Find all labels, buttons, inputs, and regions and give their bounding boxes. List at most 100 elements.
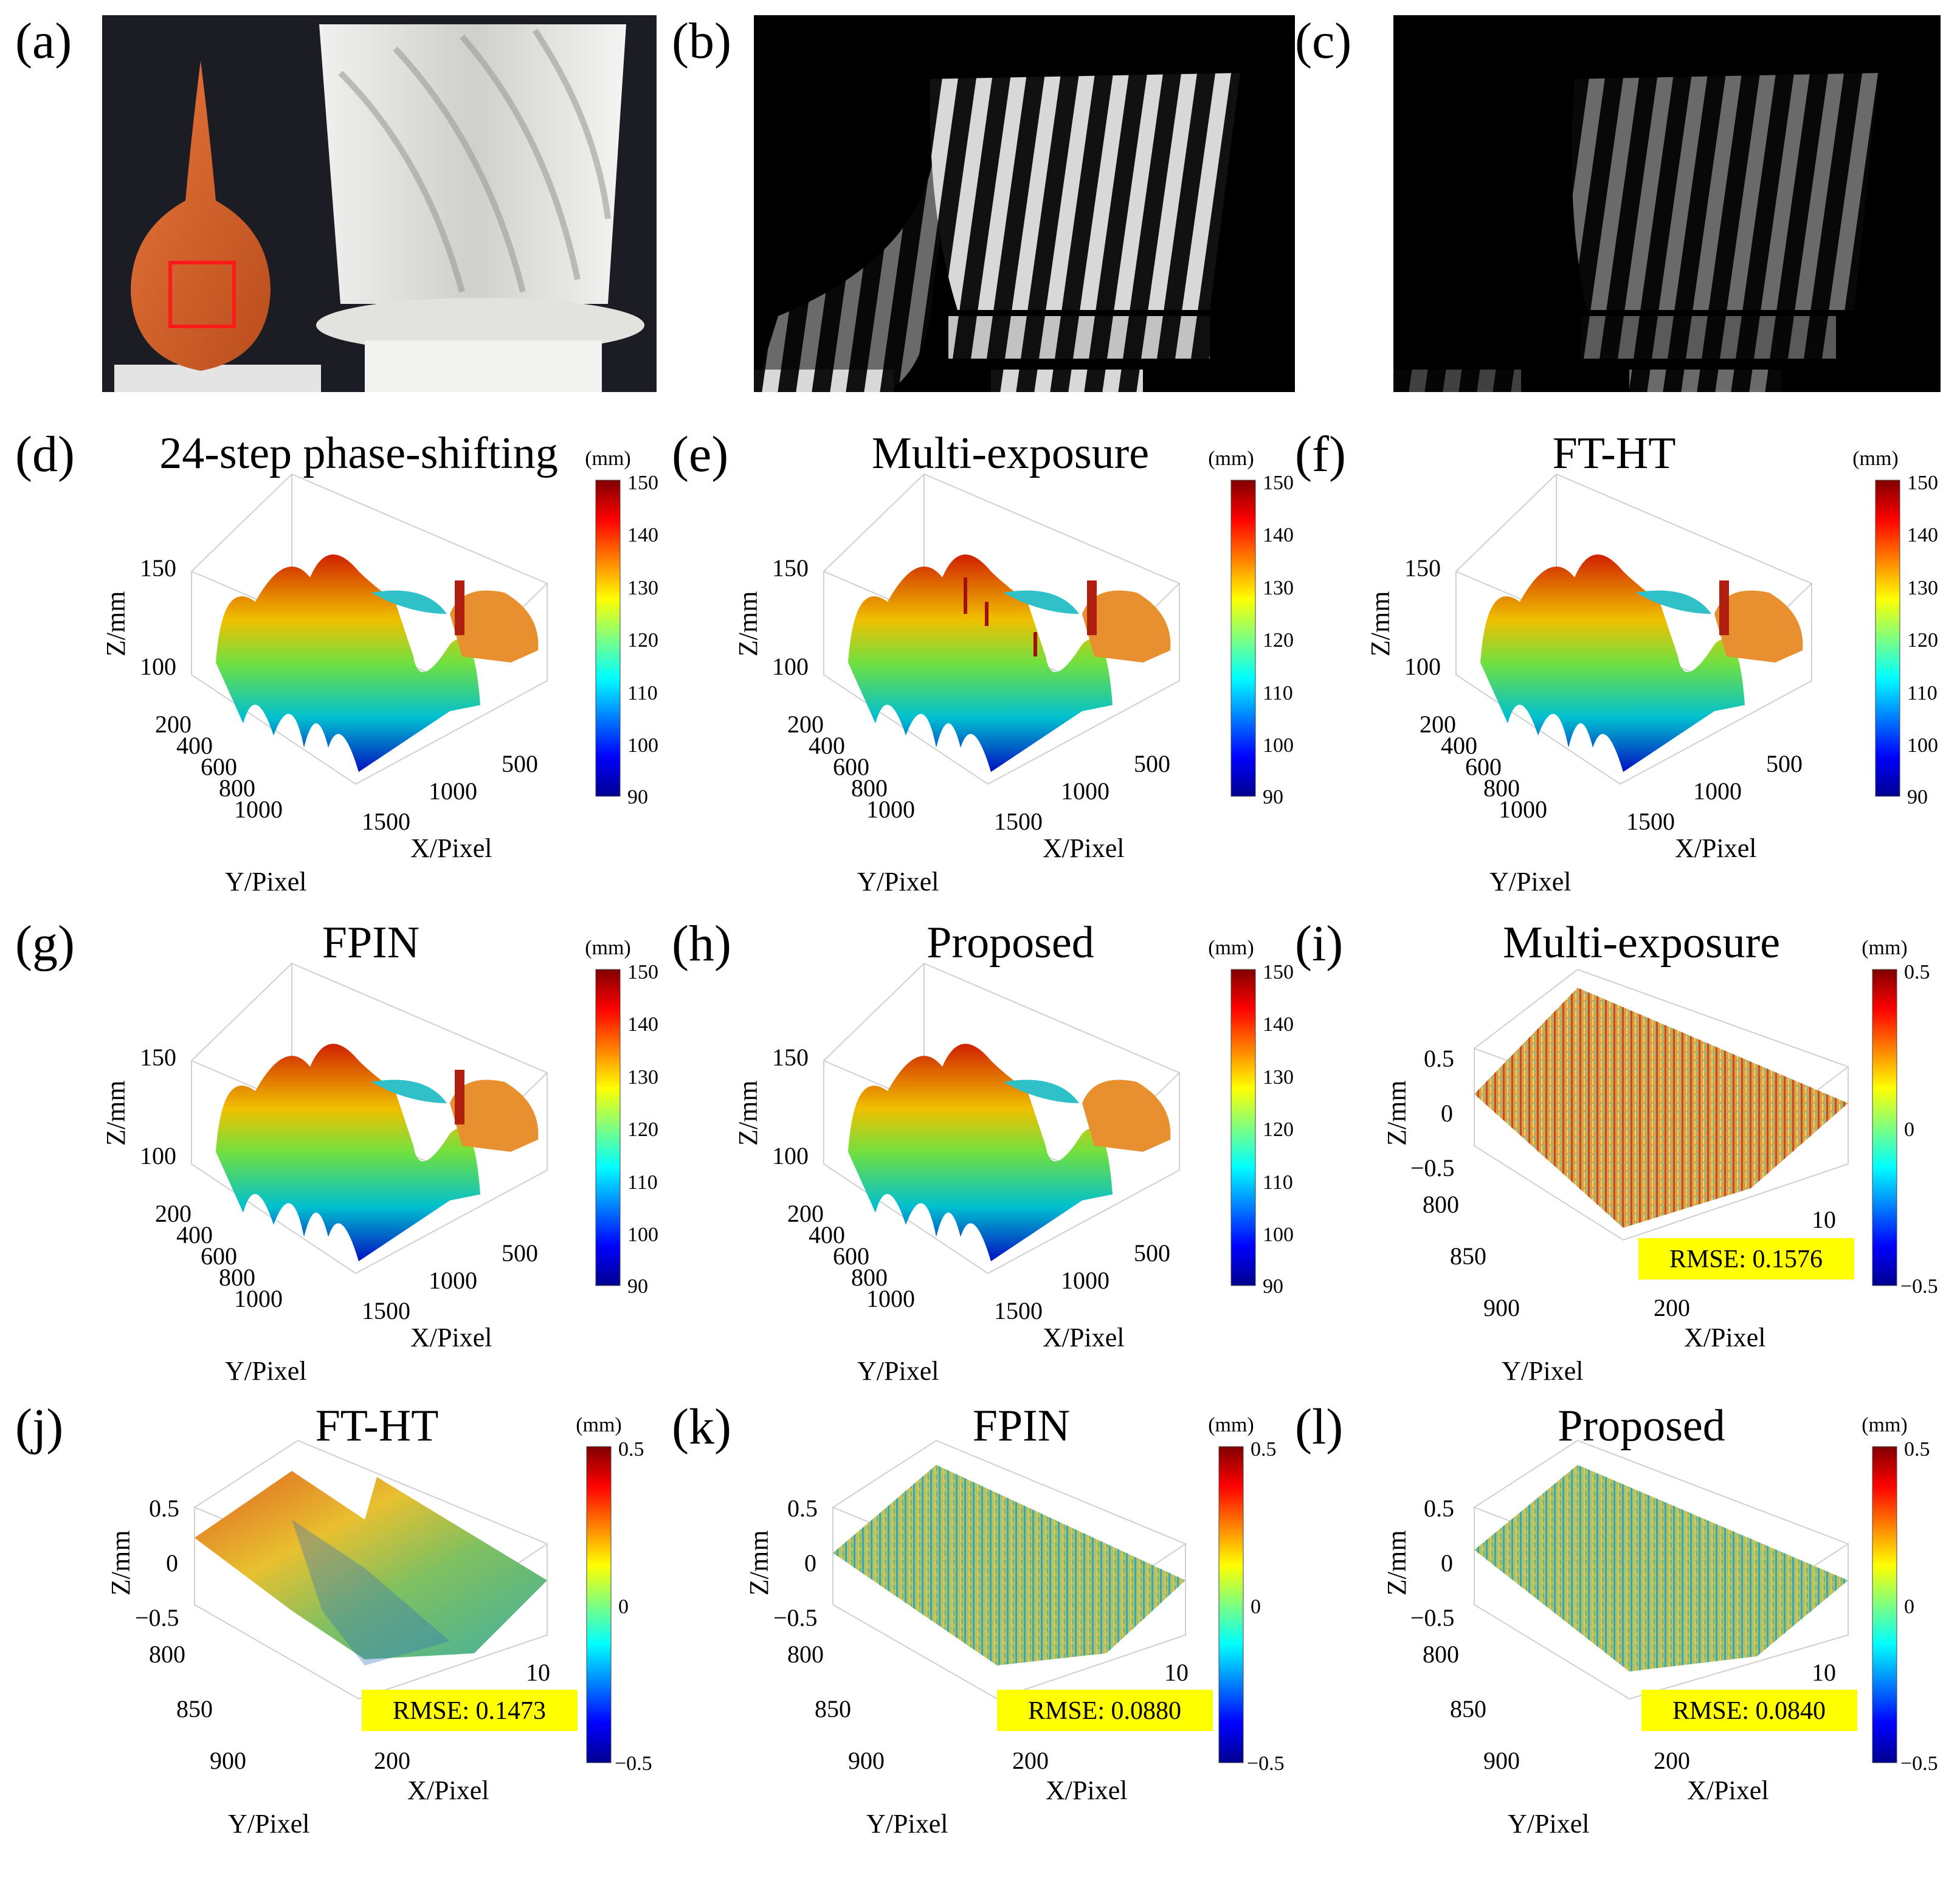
surface-plot xyxy=(1480,554,1803,772)
z-axis-label: Z/mm xyxy=(733,591,763,656)
photo-fringe-high xyxy=(754,15,1295,392)
panel-f: (f) FT-HT 150 100 Z/mm 200 400 600 800 1… xyxy=(1295,426,1938,897)
panel-g: (g) FPIN 150 100 Z/mm 200 400 600 800 10… xyxy=(15,915,658,1386)
y-tick: 800 xyxy=(851,774,888,802)
panel-title: FT-HT xyxy=(316,1401,439,1451)
svg-text:100: 100 xyxy=(627,734,658,757)
svg-text:−0.5: −0.5 xyxy=(615,1752,652,1775)
svg-text:130: 130 xyxy=(1263,577,1294,599)
surface-plot xyxy=(216,1044,539,1261)
z-tick: 0 xyxy=(166,1549,178,1577)
x-tick: 1500 xyxy=(362,1297,410,1324)
svg-text:−0.5: −0.5 xyxy=(1900,1275,1938,1298)
svg-text:(mm): (mm) xyxy=(1862,937,1908,959)
x-axis-label: X/Pixel xyxy=(1043,833,1124,863)
svg-text:(mm): (mm) xyxy=(1208,1414,1254,1436)
z-tick: 0.5 xyxy=(149,1495,179,1522)
panel-e: (e) Multi-exposure 150 100 Z/mm 200 400 … xyxy=(672,426,1294,897)
x-axis-label: X/Pixel xyxy=(1684,1323,1765,1352)
svg-text:130: 130 xyxy=(627,577,658,599)
y-axis-label: Y/Pixel xyxy=(857,1356,939,1386)
svg-text:140: 140 xyxy=(1263,524,1294,546)
colorbar: (mm) 150 140 130 120 110 100 90 xyxy=(1852,447,1938,808)
x-tick: 10 xyxy=(526,1659,550,1686)
svg-text:0.5: 0.5 xyxy=(1251,1438,1277,1461)
rmse-box: RMSE: 0.0880 xyxy=(997,1690,1213,1731)
panel-label: (d) xyxy=(15,426,75,483)
panel-title: Proposed xyxy=(1558,1401,1725,1451)
svg-text:(mm): (mm) xyxy=(585,937,631,959)
surface-plot xyxy=(216,554,539,772)
y-tick: 800 xyxy=(219,1264,255,1291)
rmse-box: RMSE: 0.1473 xyxy=(362,1690,578,1731)
svg-text:(mm): (mm) xyxy=(1862,1414,1908,1436)
z-axis-label: Z/mm xyxy=(101,591,131,656)
svg-text:0.5: 0.5 xyxy=(1904,961,1930,983)
x-tick: 500 xyxy=(1134,750,1170,777)
x-tick: 200 xyxy=(1654,1294,1690,1321)
y-tick: 600 xyxy=(1465,753,1502,780)
x-tick: 1500 xyxy=(994,1297,1043,1324)
x-tick: 200 xyxy=(1012,1747,1049,1774)
rmse-value: RMSE: 0.0880 xyxy=(1028,1697,1181,1725)
y-tick: 800 xyxy=(1483,774,1520,802)
svg-text:100: 100 xyxy=(627,1224,658,1246)
x-axis-label: X/Pixel xyxy=(410,1323,492,1352)
y-tick: 1000 xyxy=(866,1285,915,1312)
rmse-value: RMSE: 0.1576 xyxy=(1669,1245,1823,1273)
panel-title: FPIN xyxy=(973,1401,1070,1451)
x-tick: 200 xyxy=(374,1747,410,1774)
y-tick: 800 xyxy=(787,1641,824,1668)
x-tick: 1500 xyxy=(994,808,1043,835)
svg-text:130: 130 xyxy=(1263,1066,1294,1089)
svg-text:90: 90 xyxy=(1263,786,1283,808)
y-tick: 1000 xyxy=(234,1285,283,1312)
svg-text:0: 0 xyxy=(1251,1596,1261,1618)
panel-d: (d) 24-step phase-shifting 150 100 Z/mm … xyxy=(15,426,658,897)
y-tick: 400 xyxy=(1441,732,1477,759)
x-tick: 1000 xyxy=(429,777,477,805)
z-axis-label: Z/mm xyxy=(1382,1530,1412,1596)
svg-text:150: 150 xyxy=(627,961,658,983)
panel-label: (j) xyxy=(15,1399,63,1455)
x-tick: 1000 xyxy=(1061,1267,1109,1294)
x-axis-label: X/Pixel xyxy=(1043,1323,1124,1352)
surface-plot xyxy=(848,1044,1171,1261)
y-tick: 400 xyxy=(809,732,845,759)
z-tick: −0.5 xyxy=(773,1604,818,1631)
z-tick: 100 xyxy=(1404,653,1441,680)
y-axis-label: Y/Pixel xyxy=(228,1809,309,1839)
x-tick: 10 xyxy=(1164,1659,1189,1686)
y-tick: 850 xyxy=(815,1695,851,1723)
x-axis-label: X/Pixel xyxy=(407,1775,489,1805)
x-axis-label: X/Pixel xyxy=(410,833,492,863)
y-tick: 200 xyxy=(787,1200,824,1227)
svg-text:(mm): (mm) xyxy=(576,1414,622,1436)
svg-text:(mm): (mm) xyxy=(585,447,631,470)
y-axis-label: Y/Pixel xyxy=(1508,1809,1589,1839)
svg-text:90: 90 xyxy=(627,1275,648,1298)
svg-text:120: 120 xyxy=(1263,629,1294,652)
svg-text:100: 100 xyxy=(1907,734,1938,757)
x-tick: 500 xyxy=(1766,750,1803,777)
y-tick: 1000 xyxy=(866,796,915,823)
y-tick: 200 xyxy=(155,711,192,738)
svg-text:120: 120 xyxy=(627,629,658,652)
panel-j: (j) FT-HT 0.5 0 −0.5 Z/mm 800 850 900 10… xyxy=(15,1399,652,1839)
z-tick: 0 xyxy=(804,1549,816,1577)
surface-plot xyxy=(1474,1465,1848,1672)
svg-text:(mm): (mm) xyxy=(1208,937,1254,959)
svg-text:110: 110 xyxy=(1263,682,1293,704)
panel-label: (c) xyxy=(1295,13,1351,69)
x-tick: 1000 xyxy=(429,1267,477,1294)
y-tick: 800 xyxy=(1423,1641,1459,1668)
svg-text:110: 110 xyxy=(1263,1171,1293,1194)
z-tick: 150 xyxy=(772,1044,809,1071)
z-tick: 150 xyxy=(140,554,176,582)
svg-text:90: 90 xyxy=(627,786,648,808)
y-tick: 900 xyxy=(1483,1747,1520,1774)
y-tick: 200 xyxy=(1420,711,1456,738)
svg-text:140: 140 xyxy=(1907,524,1938,546)
svg-text:150: 150 xyxy=(1263,472,1294,494)
rmse-box: RMSE: 0.0840 xyxy=(1641,1690,1857,1731)
